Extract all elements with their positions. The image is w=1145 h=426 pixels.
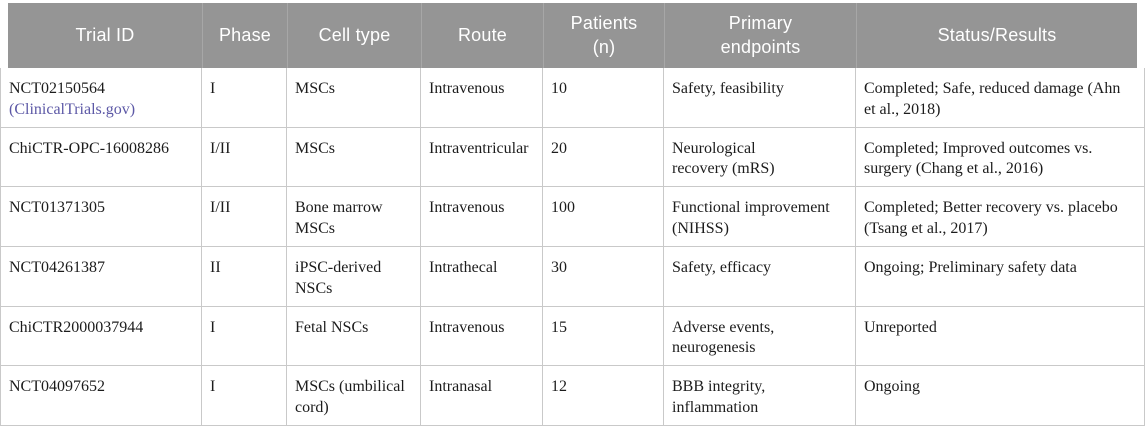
- header-cell-status: Status/Results: [856, 3, 1137, 68]
- cell-status: Ongoing: [856, 366, 1145, 426]
- cell-patients: 15: [543, 306, 664, 366]
- cell-patients: 30: [543, 247, 664, 306]
- table-body: NCT02150564 (ClinicalTrials.gov) I MSCs Int…: [0, 68, 1145, 426]
- cell-phase: I: [202, 306, 287, 366]
- cell-trial-id: NCT02150564 (ClinicalTrials.gov): [0, 68, 202, 127]
- cell-trial-id: NCT01371305: [0, 187, 202, 247]
- table-header-row: Trial ID Phase Cell type Route Patients …: [8, 3, 1137, 68]
- cell-endpoints: Neurological recovery (mRS): [664, 127, 856, 187]
- cell-route: Intravenous: [421, 68, 543, 127]
- cell-status: Ongoing; Preliminary safety data: [856, 247, 1145, 306]
- cell-route: Intranasal: [421, 366, 543, 426]
- table-row: ChiCTR-OPC-16008286 I/II MSCs Intraventricu…: [0, 127, 1145, 188]
- cell-phase: I: [202, 68, 287, 127]
- cell-endpoints: Safety, efficacy: [664, 247, 856, 306]
- cell-phase: I/II: [202, 187, 287, 247]
- cell-endpoints: Functional improvement (NIHSS): [664, 187, 856, 247]
- cell-cell-type: MSCs: [287, 68, 421, 127]
- cell-trial-id: NCT04261387: [0, 247, 202, 306]
- clinicaltrials-link[interactable]: ClinicalTrials.gov: [14, 100, 130, 118]
- cell-status: Completed; Safe, reduced damage (Ahn et …: [856, 68, 1145, 127]
- cell-cell-type: Fetal NSCs: [287, 306, 421, 366]
- cell-patients: 12: [543, 366, 664, 426]
- cell-status: Completed; Improved outcomes vs. surgery…: [856, 127, 1145, 187]
- cell-trial-id: ChiCTR-OPC-16008286: [0, 127, 202, 187]
- cell-cell-type: MSCs: [287, 127, 421, 187]
- cell-phase: I: [202, 366, 287, 426]
- header-cell-cell-type: Cell type: [287, 3, 421, 68]
- cell-patients: 10: [543, 68, 664, 127]
- cell-trial-id: NCT04097652: [0, 366, 202, 426]
- header-cell-endpoints: Primary endpoints: [664, 3, 856, 68]
- header-cell-patients: Patients (n): [543, 3, 664, 68]
- table-row: NCT04097652 I MSCs (umbilical cord) Intrana…: [0, 366, 1145, 426]
- cell-patients: 100: [543, 187, 664, 247]
- cell-cell-type: Bone marrow MSCs: [287, 187, 421, 247]
- cell-phase: I/II: [202, 127, 287, 187]
- cell-route: Intrathecal: [421, 247, 543, 306]
- cell-cell-type: iPSC-derived NSCs: [287, 247, 421, 306]
- cell-status: Completed; Better recovery vs. placebo (…: [856, 187, 1145, 247]
- table-row: NCT01371305 I/II Bone marrow MSCs Intraveno…: [0, 187, 1145, 248]
- table-row: NCT04261387 II iPSC-derived NSCs Intratheca…: [0, 247, 1145, 307]
- cell-route: Intravenous: [421, 306, 543, 366]
- table-row: ChiCTR2000037944 I Fetal NSCs Intravenous 15…: [0, 306, 1145, 367]
- cell-route: Intraventricular: [421, 127, 543, 187]
- cell-cell-type: MSCs (umbilical cord): [287, 366, 421, 426]
- cell-endpoints: Safety, feasibility: [664, 68, 856, 127]
- header-cell-trial-id: Trial ID: [75, 24, 135, 45]
- link-paren-open: (: [9, 100, 15, 118]
- cell-trial-id: ChiCTR2000037944: [0, 306, 202, 366]
- link-paren-close: ): [129, 100, 136, 118]
- table-row: NCT02150564 (ClinicalTrials.gov) I MSCs Int…: [0, 68, 1145, 128]
- cell-patients: 20: [543, 127, 664, 187]
- cell-phase: II: [202, 247, 287, 306]
- cell-endpoints: BBB integrity, inflammation: [664, 366, 856, 426]
- cell-status: Unreported: [856, 306, 1145, 366]
- cell-route: Intravenous: [421, 187, 543, 247]
- cell-endpoints: Adverse events, neurogenesis: [664, 306, 856, 366]
- header-cell-phase: Phase: [202, 3, 287, 68]
- header-cell-route: Route: [421, 3, 543, 68]
